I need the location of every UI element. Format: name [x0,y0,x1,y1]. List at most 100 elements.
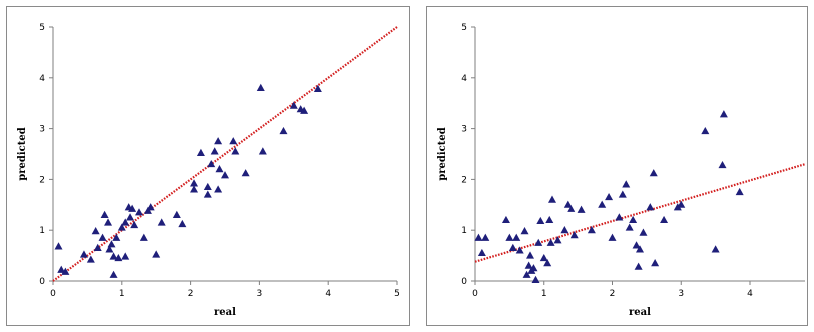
chart-panel-left: 0 1 2 3 4 5 0 1 2 3 4 5 real predicted [6,6,410,326]
data-point [256,83,265,91]
data-point [522,270,531,278]
y-tick-label: 4 [461,74,467,84]
x-tick-label: 2 [610,289,616,299]
x-tick-label: 3 [257,289,263,299]
data-point [229,137,238,145]
data-point [279,126,288,135]
data-point [577,205,586,213]
data-point [560,226,569,234]
scatter-chart-left: 0 1 2 3 4 5 0 1 2 3 4 5 real predicted [17,23,400,318]
data-point [526,251,534,259]
data-point [545,215,554,224]
data-point [203,190,212,198]
data-point [508,243,517,251]
y-axis-title: predicted [437,127,448,180]
y-axis-title: predicted [17,127,28,180]
data-point [524,261,533,269]
data-point [605,192,614,201]
data-point [563,200,572,208]
data-point [61,267,70,275]
trend-line [474,163,806,263]
y-tick-label: 5 [461,23,467,33]
data-point [54,242,63,250]
data-point [649,169,658,177]
data-point [481,233,490,241]
data-point [711,245,720,253]
x-tick-label: 0 [50,289,56,299]
data-point [214,185,223,193]
data-point [543,259,552,267]
data-point [622,180,631,188]
data-point [625,223,634,231]
data-point [636,245,644,253]
x-tick-label: 3 [678,289,684,299]
chart-panel-right: 0 1 2 3 4 5 0 1 2 3 4 real predicted [426,6,808,326]
y-tick-label: 5 [39,23,45,33]
data-point [735,187,744,196]
data-point [515,246,524,254]
data-point [178,219,187,228]
x-tick-label: 0 [472,289,478,299]
x-tick-label: 1 [119,289,125,299]
data-point [100,210,109,218]
data-point [105,245,114,253]
data-point [477,248,486,257]
data-point [634,262,643,270]
data-point [190,179,199,187]
data-point [719,110,728,118]
x-tick-label: 4 [325,289,331,299]
data-point [241,169,250,177]
data-point [135,208,143,216]
data-point [673,203,682,211]
data-point [112,233,121,241]
data-point [289,101,298,109]
data-point [587,226,596,234]
data-point [615,213,624,221]
scatter-chart-right: 0 1 2 3 4 5 0 1 2 3 4 real predicted [437,23,806,318]
x-tick-label: 5 [394,289,400,299]
data-point [529,264,538,272]
data-point [121,218,130,226]
data-point [300,106,309,114]
data-point [548,195,556,203]
data-point [91,227,100,235]
data-point [98,233,107,241]
data-point [157,218,166,226]
data-point [128,204,137,212]
data-point [221,171,229,179]
data-point [126,213,135,221]
data-point [190,185,199,193]
y-tick-label: 3 [461,125,467,135]
data-point [107,240,116,248]
data-point [172,210,181,218]
data-point [258,147,267,155]
data-point [546,238,555,246]
data-point [608,233,617,241]
data-point [313,84,322,92]
data-point [231,147,240,155]
y-tick-label: 0 [39,277,45,287]
x-axis-title: real [629,307,651,318]
data-point [512,233,521,241]
data-point [534,238,543,246]
data-point [146,203,155,211]
data-point [196,148,205,156]
data-point [651,259,660,267]
y-tick-label: 4 [39,74,45,84]
data-point [632,241,641,249]
data-point [474,233,483,241]
trend-line [52,26,398,282]
data-point [718,160,727,169]
data-point [79,250,88,258]
x-tick-label: 1 [541,289,547,299]
x-axis-title: real [214,307,236,318]
y-tick-label: 1 [461,226,467,236]
data-point [214,137,223,145]
data-point [567,204,576,212]
data-point [570,231,579,239]
data-point [93,243,102,251]
data-point [660,215,669,224]
y-tick-label: 2 [461,175,467,185]
data-point [114,253,123,262]
data-point [536,216,545,225]
